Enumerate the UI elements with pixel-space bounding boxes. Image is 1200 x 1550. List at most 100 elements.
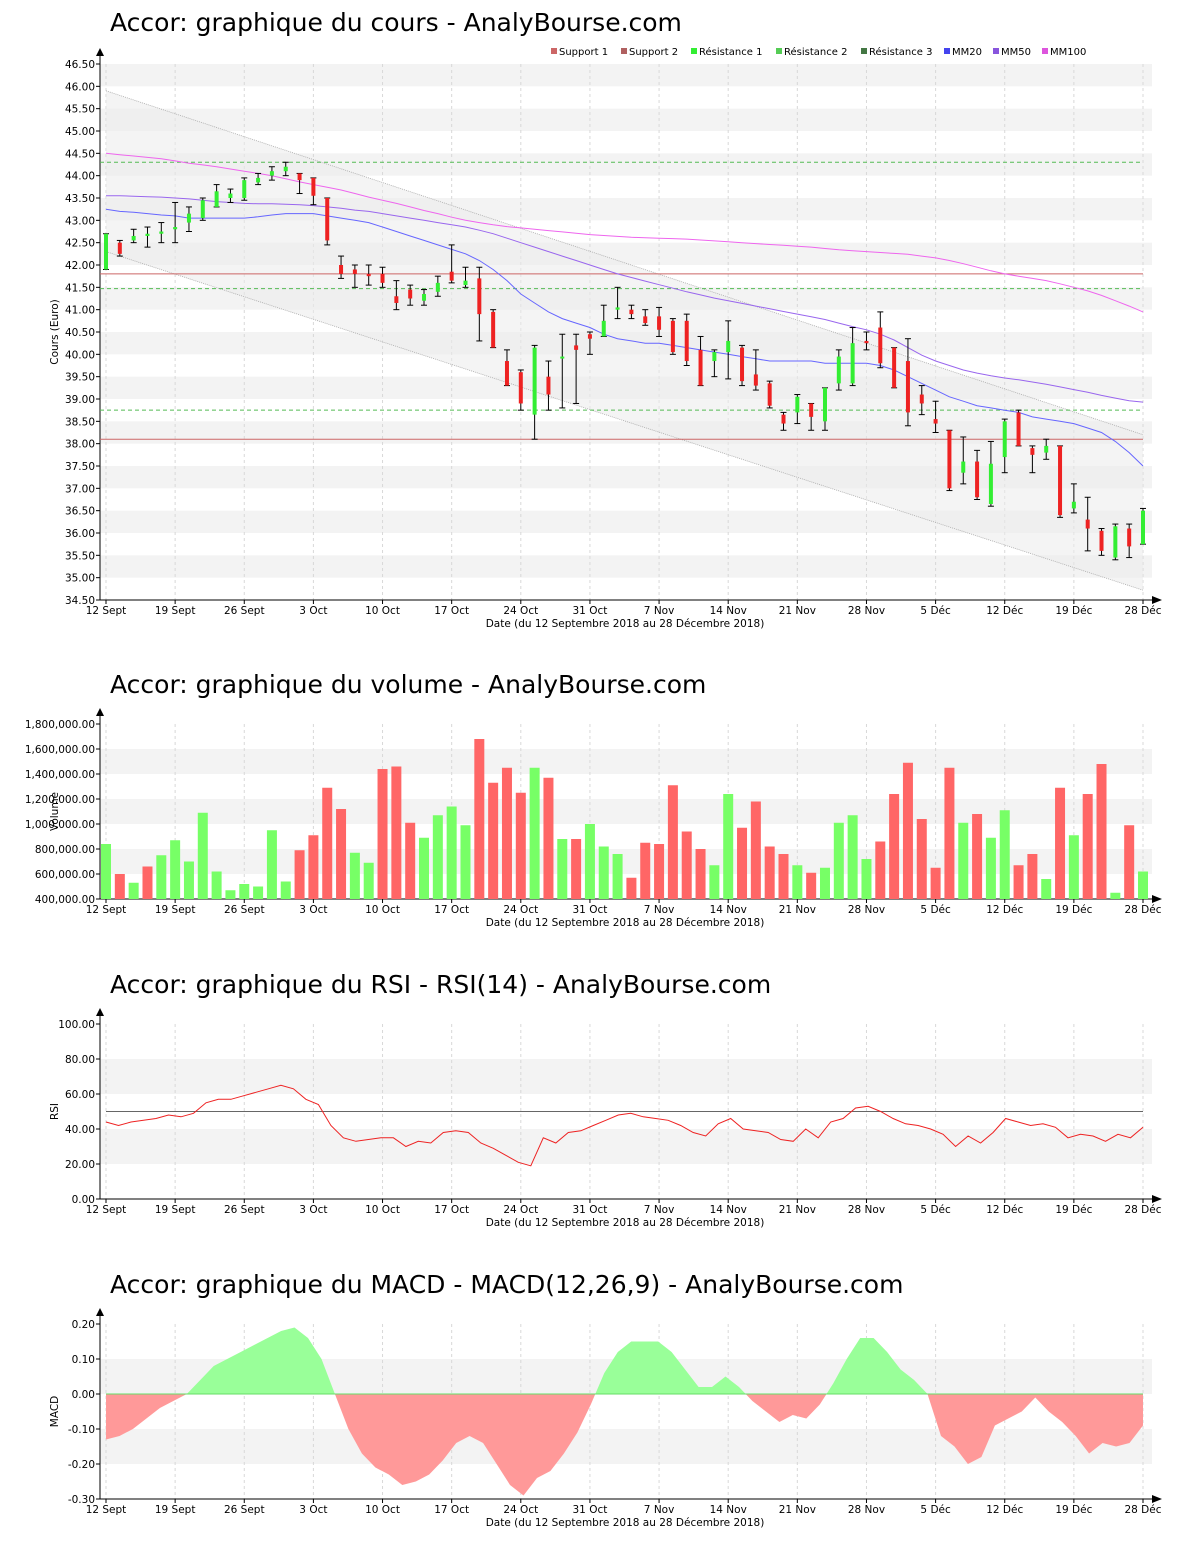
x-tick-label: 26 Sept xyxy=(224,904,265,916)
volume-bar xyxy=(474,739,485,899)
volume-bar xyxy=(239,884,250,899)
y-axis-arrow xyxy=(96,1308,104,1316)
macd-positive-area xyxy=(106,1327,1143,1394)
candle-body xyxy=(698,349,703,386)
volume-bar xyxy=(861,859,872,899)
x-tick-label: 7 Nov xyxy=(644,605,675,617)
volume-bar xyxy=(695,849,706,899)
candle-body xyxy=(712,352,717,362)
y-axis-label: RSI xyxy=(49,1103,61,1120)
candle-body xyxy=(822,387,827,422)
x-axis-label: Date (du 12 Septembre 2018 au 28 Décembr… xyxy=(486,917,765,929)
volume-bar xyxy=(405,822,416,899)
candle-body xyxy=(961,461,966,473)
legend-swatch xyxy=(944,48,950,54)
y-tick-label: -0.10 xyxy=(68,1424,95,1436)
x-tick-label: 28 Nov xyxy=(848,1504,885,1516)
x-tick-label: 5 Déc xyxy=(920,605,951,617)
y-tick-label: 42.50 xyxy=(65,238,95,250)
candle-body xyxy=(795,396,800,413)
x-tick-label: 24 Oct xyxy=(503,904,538,916)
candle-body xyxy=(435,282,440,292)
volume-bar xyxy=(1110,892,1121,899)
volume-bar xyxy=(211,871,222,899)
x-tick-label: 12 Sept xyxy=(86,605,127,617)
y-tick-label: 36.50 xyxy=(65,506,95,518)
candle-body xyxy=(574,345,579,350)
candle-body xyxy=(615,307,620,310)
candle-body xyxy=(408,289,413,299)
y-tick-label: 1,600,000.00 xyxy=(25,744,95,756)
y-tick-label: 41.00 xyxy=(65,305,95,317)
y-tick-label: 35.00 xyxy=(65,573,95,585)
y-tick-label: 80.00 xyxy=(65,1054,95,1066)
x-tick-label: 10 Oct xyxy=(365,904,400,916)
legend-swatch xyxy=(551,48,557,54)
volume-bar xyxy=(930,867,941,899)
candle-body xyxy=(159,231,164,234)
volume-bar xyxy=(543,777,554,899)
volume-bar xyxy=(446,806,457,899)
macd-chart-title: Accor: graphique du MACD - MACD(12,26,9)… xyxy=(110,1270,904,1299)
candle-body xyxy=(117,242,122,254)
x-tick-label: 17 Oct xyxy=(434,904,469,916)
x-tick-label: 28 Déc xyxy=(1124,1504,1161,1516)
candle-body xyxy=(1113,526,1118,558)
candle-body xyxy=(131,235,136,241)
legend-label: Support 2 xyxy=(629,47,678,58)
x-tick-label: 5 Déc xyxy=(920,1204,951,1216)
volume-bar xyxy=(916,819,927,899)
candle-body xyxy=(380,273,385,283)
y-tick-label: 600,000.00 xyxy=(35,869,95,881)
candle-body xyxy=(477,278,482,315)
candle-body xyxy=(546,376,551,395)
y-tick-label: 36.00 xyxy=(65,528,95,540)
candle-body xyxy=(504,361,509,386)
candle-body xyxy=(104,233,108,270)
trend-channel xyxy=(106,90,1143,591)
volume-bar xyxy=(737,827,748,899)
candle-body xyxy=(422,294,427,301)
candle-body xyxy=(587,334,592,339)
x-tick-label: 28 Nov xyxy=(848,605,885,617)
x-tick-label: 28 Déc xyxy=(1124,605,1161,617)
candle-body xyxy=(173,227,178,230)
y-axis-arrow xyxy=(96,48,104,56)
volume-bar xyxy=(142,866,153,899)
x-tick-label: 24 Oct xyxy=(503,605,538,617)
volume-bar xyxy=(999,810,1010,899)
x-tick-label: 19 Sept xyxy=(155,1204,196,1216)
volume-bar xyxy=(322,787,333,899)
x-axis-arrow xyxy=(1152,1495,1162,1503)
x-axis-arrow xyxy=(1152,1195,1162,1203)
y-axis-label: MACD xyxy=(49,1396,61,1427)
y-tick-label: 44.00 xyxy=(65,171,95,183)
mm100-line xyxy=(105,152,1144,313)
x-tick-label: 12 Déc xyxy=(986,904,1023,916)
candle-body xyxy=(463,280,468,286)
candle-body xyxy=(491,311,496,348)
x-tick-label: 26 Sept xyxy=(224,1204,265,1216)
y-tick-label: 38.50 xyxy=(65,416,95,428)
volume-bar xyxy=(1082,794,1093,899)
y-tick-label: 46.50 xyxy=(65,59,95,71)
x-tick-label: 19 Déc xyxy=(1055,904,1092,916)
y-tick-label: 40.00 xyxy=(65,349,95,361)
volume-bar xyxy=(529,767,540,899)
legend-label: Résistance 2 xyxy=(784,46,847,58)
legend-label: MM50 xyxy=(1001,47,1031,58)
x-tick-label: 7 Nov xyxy=(644,904,675,916)
candle-body xyxy=(629,309,634,315)
macd-chart: -0.30 -0.20 -0.10 0.00 0.10 0.20 12 Sept 19 Sep… xyxy=(49,1308,1162,1529)
x-tick-label: 10 Oct xyxy=(365,1504,400,1516)
y-tick-label: 400,000.00 xyxy=(35,894,95,906)
x-tick-label: 28 Nov xyxy=(848,1204,885,1216)
candle-body xyxy=(947,430,952,489)
x-tick-label: 19 Déc xyxy=(1055,1504,1092,1516)
y-axis-label: Cours (Euro) xyxy=(49,299,61,365)
legend-swatch xyxy=(1042,48,1048,54)
rsi-chart: 0.00 20.00 40.00 60.00 80.00 100.00 12 Sept 19 … xyxy=(49,1008,1162,1229)
volume-bar xyxy=(709,865,720,899)
y-tick-label: 37.50 xyxy=(65,461,95,473)
channel-upper-line xyxy=(105,90,1144,436)
